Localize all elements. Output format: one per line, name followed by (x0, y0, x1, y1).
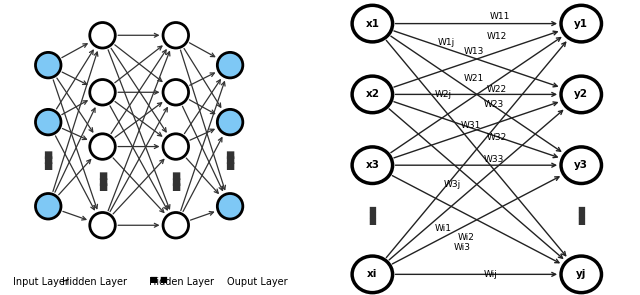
Circle shape (352, 147, 392, 183)
Text: ■: ■ (369, 211, 376, 220)
Text: ■: ■ (98, 177, 107, 187)
Circle shape (90, 80, 115, 105)
Circle shape (218, 194, 243, 219)
Text: Input Layer: Input Layer (13, 277, 68, 287)
Text: ■: ■ (44, 155, 53, 165)
Text: y2: y2 (574, 89, 588, 99)
Text: W12: W12 (486, 32, 507, 41)
Text: W22: W22 (486, 86, 507, 94)
Text: W23: W23 (483, 100, 504, 109)
Text: W2j: W2j (435, 90, 451, 99)
Text: x3: x3 (365, 160, 380, 170)
Text: W21: W21 (464, 74, 484, 83)
Text: W11: W11 (490, 12, 510, 21)
Circle shape (90, 212, 115, 238)
Text: y3: y3 (574, 160, 588, 170)
Circle shape (561, 76, 602, 113)
Text: ■: ■ (577, 217, 585, 226)
Text: W13: W13 (464, 47, 484, 56)
Text: yj: yj (576, 269, 586, 279)
Text: y1: y1 (574, 19, 588, 29)
Text: Wi2: Wi2 (457, 233, 474, 242)
Text: xi: xi (367, 269, 378, 279)
Text: ■: ■ (44, 160, 53, 171)
Text: Wi1: Wi1 (435, 224, 451, 233)
Circle shape (561, 147, 602, 183)
Text: W32: W32 (486, 133, 507, 142)
Text: ■: ■ (577, 211, 585, 220)
Text: Hidden Layer: Hidden Layer (149, 277, 214, 287)
Text: ■: ■ (159, 275, 167, 284)
Circle shape (163, 80, 189, 105)
Text: x1: x1 (365, 19, 380, 29)
Text: ■: ■ (150, 275, 157, 284)
Text: ■: ■ (369, 205, 376, 214)
Text: ■: ■ (577, 205, 585, 214)
Text: ■: ■ (225, 150, 235, 160)
Text: W33: W33 (483, 155, 504, 164)
Circle shape (163, 134, 189, 159)
Circle shape (90, 134, 115, 159)
Text: Ouput Layer: Ouput Layer (227, 277, 287, 287)
Text: ■: ■ (98, 182, 107, 192)
Text: ■: ■ (369, 217, 376, 226)
Text: x2: x2 (365, 89, 380, 99)
Circle shape (218, 53, 243, 78)
Circle shape (35, 194, 61, 219)
Text: ■: ■ (171, 177, 180, 187)
Text: ■: ■ (225, 160, 235, 171)
Circle shape (352, 256, 392, 293)
Circle shape (35, 109, 61, 135)
Circle shape (352, 76, 392, 113)
Text: ■: ■ (98, 171, 107, 181)
Text: Wij: Wij (483, 270, 497, 279)
Circle shape (90, 22, 115, 48)
Text: ■: ■ (225, 155, 235, 165)
Text: ■: ■ (171, 182, 180, 192)
Circle shape (163, 212, 189, 238)
Circle shape (561, 256, 602, 293)
Circle shape (352, 5, 392, 42)
Text: W31: W31 (461, 121, 481, 130)
Circle shape (163, 22, 189, 48)
Circle shape (561, 5, 602, 42)
Text: Wi3: Wi3 (454, 243, 471, 252)
Circle shape (35, 53, 61, 78)
Circle shape (218, 109, 243, 135)
Text: Hidden Layer: Hidden Layer (61, 277, 127, 287)
Text: ■: ■ (44, 150, 53, 160)
Text: ■: ■ (171, 171, 180, 181)
Text: W3j: W3j (444, 180, 461, 189)
Text: W1j: W1j (438, 38, 455, 47)
